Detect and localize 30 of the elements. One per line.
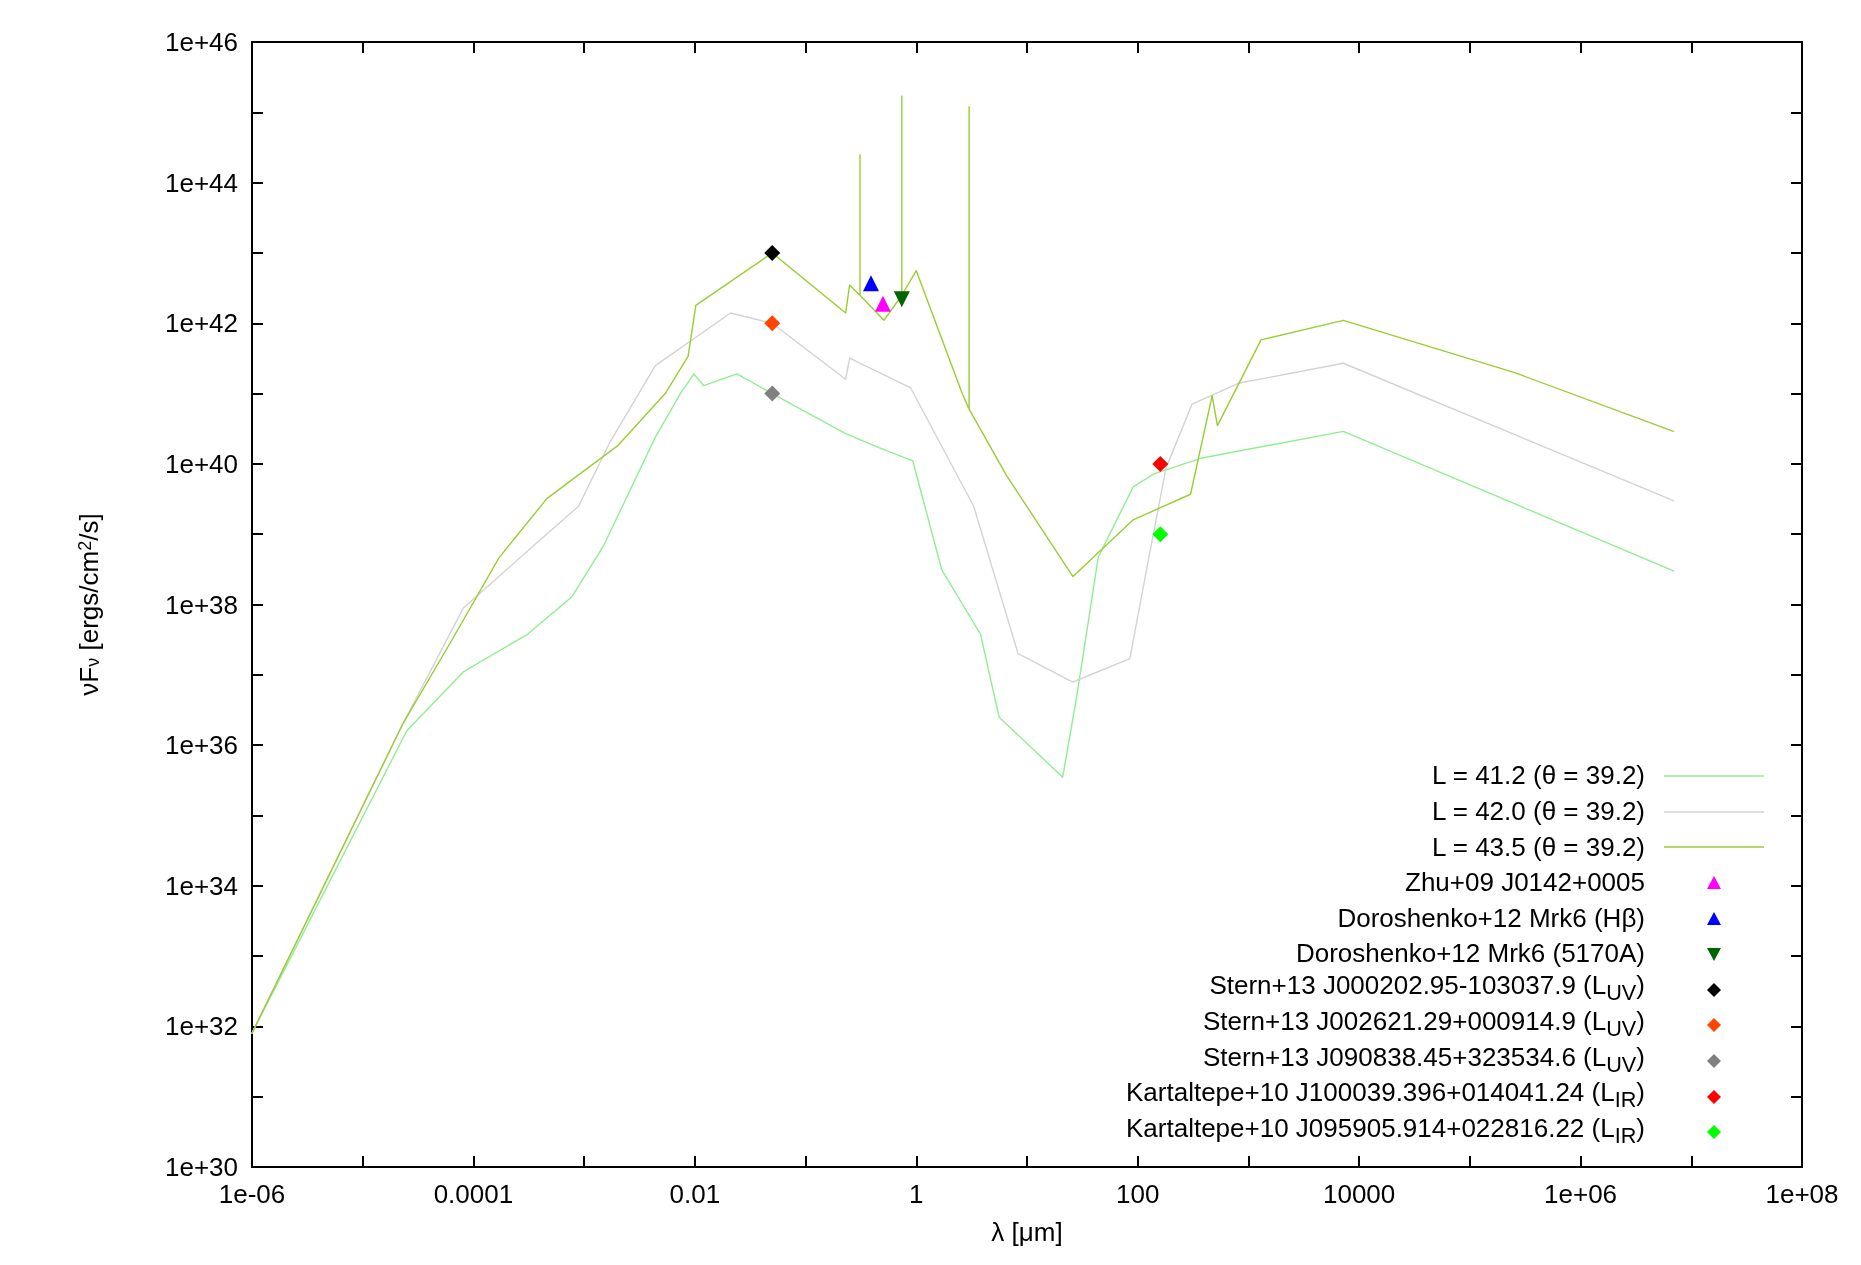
y-tick-label: 1e+38 xyxy=(164,589,238,620)
x-axis-title: λ [μm] xyxy=(991,1217,1063,1247)
x-tick-label: 0.0001 xyxy=(433,1179,514,1209)
y-tick-label: 1e+36 xyxy=(164,730,238,761)
y-axis-title: νFν [ergs/cm2/s] xyxy=(74,513,104,696)
y-tick-label: 1e+42 xyxy=(164,308,238,339)
legend-label: L = 42.0 (θ = 39.2) xyxy=(1432,795,1645,829)
x-tick-label: 1e+06 xyxy=(1544,1179,1618,1209)
y-tick-label: 1e+30 xyxy=(164,1152,238,1182)
legend-label: Stern+13 J002621.29+000914.9 (L$_{UV}$) xyxy=(1202,1006,1645,1042)
y-tick-label: 1e+46 xyxy=(164,27,238,57)
x-tick-label: 1e+08 xyxy=(1765,1179,1839,1209)
legend-label: L = 41.2 (θ = 39.2) xyxy=(1432,759,1645,793)
x-tick-label: 100 xyxy=(1116,1179,1160,1209)
legend-label: Doroshenko+12 Mrk6 (5170A) xyxy=(1295,937,1645,971)
y-tick-label: 1e+44 xyxy=(164,167,238,198)
y-tick-label: 1e+34 xyxy=(164,870,238,901)
legend-label: Doroshenko+12 Mrk6 (Hβ) xyxy=(1337,901,1645,935)
x-tick-label: 0.01 xyxy=(669,1179,721,1209)
y-tick-label: 1e+40 xyxy=(164,448,238,479)
legend-label: Zhu+09 J0142+0005 xyxy=(1405,866,1645,900)
legend-label: Stern+13 J090838.45+323534.6 (L$_{UV}$) xyxy=(1202,1041,1645,1077)
legend-label: Kartaltepe+10 J100039.396+014041.24 (L$_{IR}$) xyxy=(1126,1077,1645,1113)
legend-label: Kartaltepe+10 J095905.914+022816.22 (L$_{IR}$) xyxy=(1126,1111,1645,1150)
x-tick-label: 1e-06 xyxy=(218,1179,286,1209)
x-tick-label: 1 xyxy=(909,1179,924,1209)
legend-label: L = 43.5 (θ = 39.2) xyxy=(1432,830,1645,864)
legend-label: Stern+13 J000202.95-103037.9 (L$_{UV}$) xyxy=(1209,970,1645,1006)
y-tick-label: 1e+32 xyxy=(164,1011,238,1042)
x-tick-label: 10000 xyxy=(1322,1179,1396,1209)
